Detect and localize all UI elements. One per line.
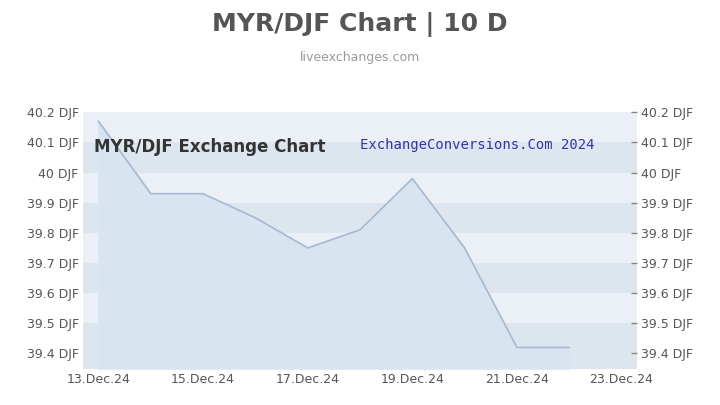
Bar [83,293,637,323]
Text: MYR/DJF Exchange Chart: MYR/DJF Exchange Chart [94,138,325,156]
Bar [83,173,637,203]
Bar [83,354,637,369]
Bar [83,323,637,354]
Bar [83,112,637,143]
Bar [83,203,637,233]
Bar [83,233,637,263]
Bar [83,263,637,293]
Text: liveexchanges.com: liveexchanges.com [300,51,420,64]
Text: ExchangeConversions.Com 2024: ExchangeConversions.Com 2024 [360,138,595,152]
Bar [83,143,637,173]
Text: MYR/DJF Chart | 10 D: MYR/DJF Chart | 10 D [212,12,508,37]
